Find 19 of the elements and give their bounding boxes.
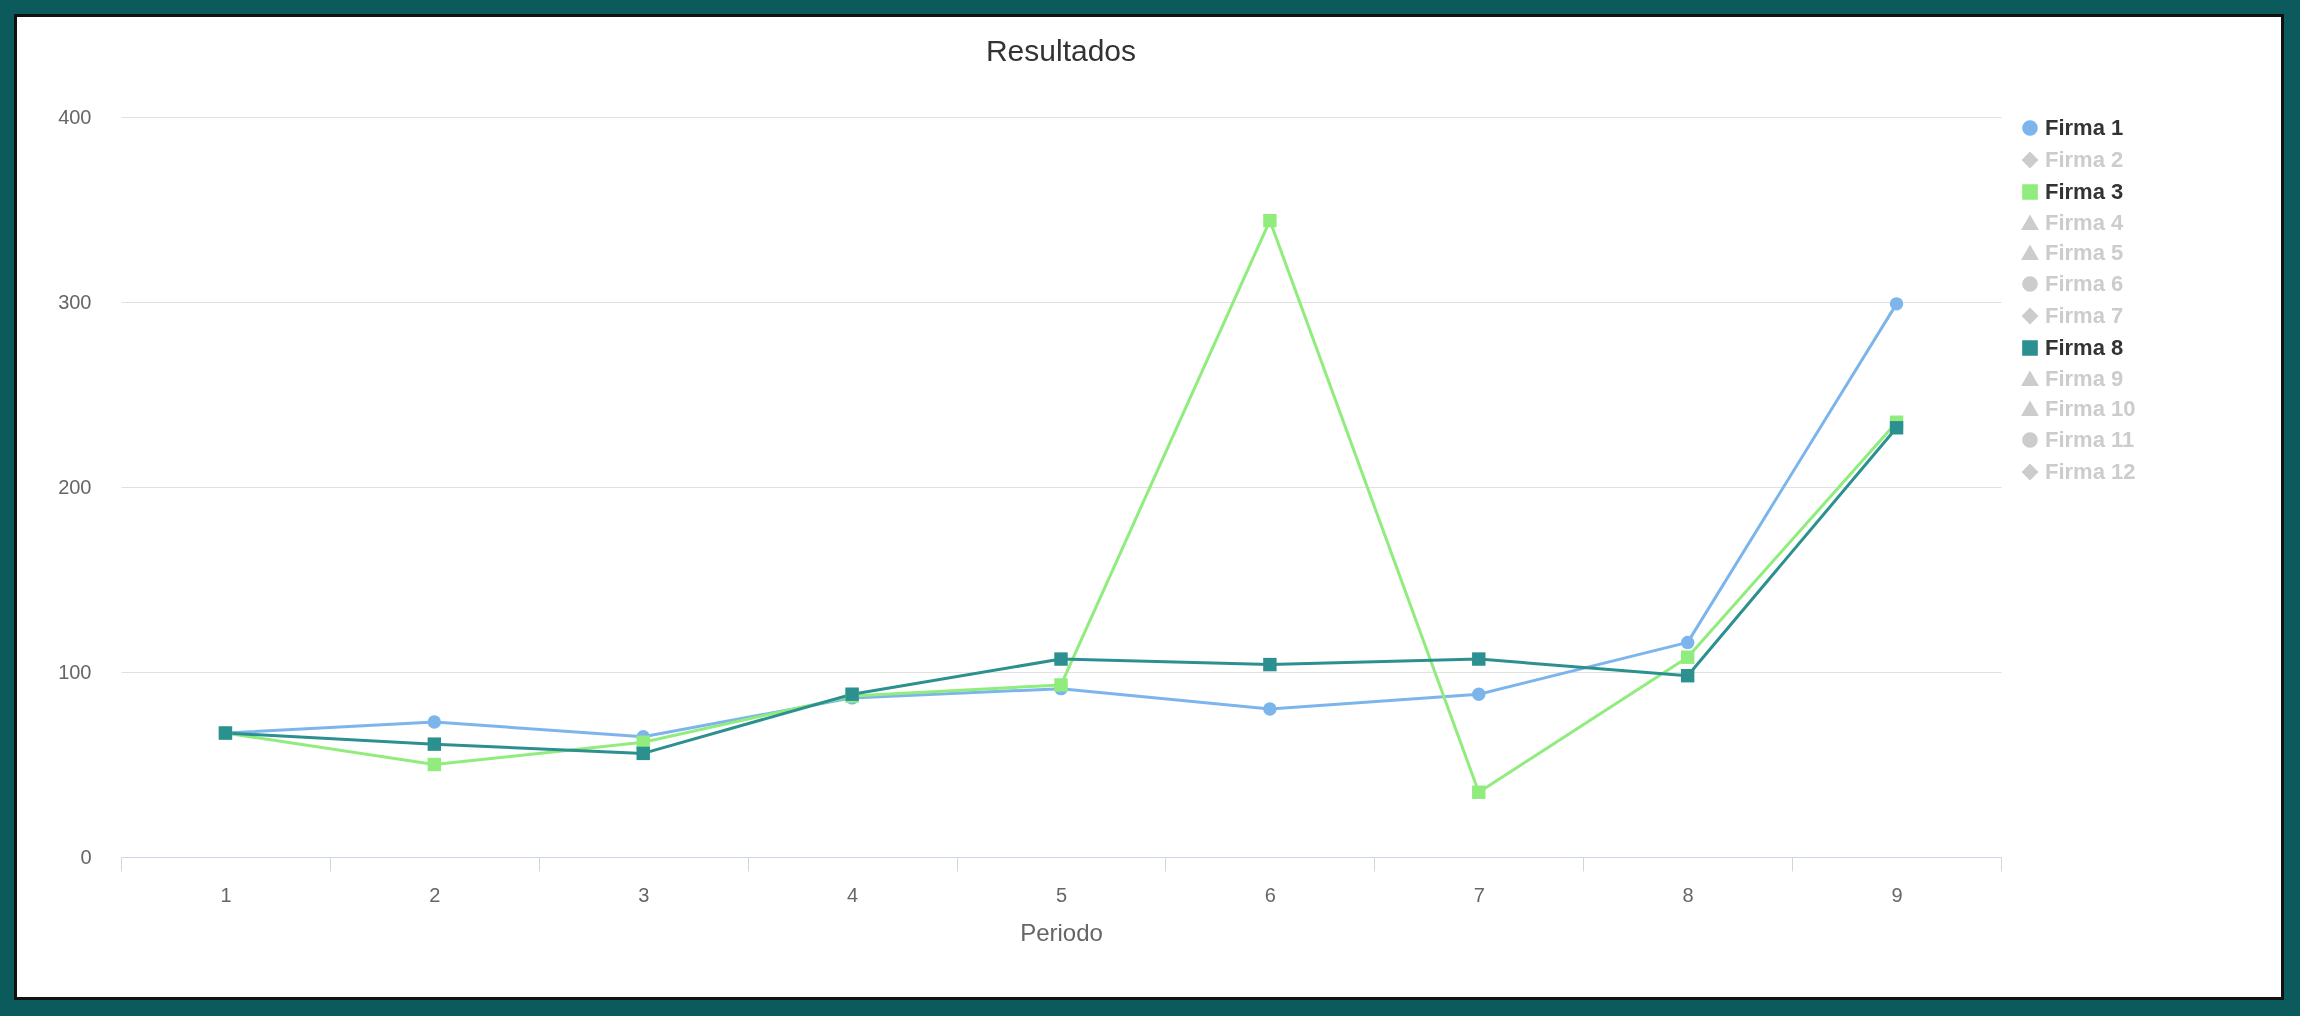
x-tick-label: 3: [638, 883, 650, 906]
y-tick-label: 300: [58, 290, 92, 313]
x-tick-label: 8: [1682, 883, 1694, 906]
legend-label: Firma 3: [2045, 179, 2124, 204]
x-tick-label: 5: [1055, 883, 1068, 906]
y-tick-label: 400: [58, 105, 92, 128]
x-tick-label: 1: [220, 883, 232, 906]
legend-label: Firma 8: [2045, 335, 2124, 360]
y-tick-label: 200: [58, 475, 92, 498]
x-tick-label: 7: [1473, 883, 1485, 906]
y-tick-label: 100: [58, 660, 92, 683]
x-tick-label: 4: [847, 883, 859, 906]
chart-title: Resultados: [985, 34, 1137, 67]
x-axis-title: Periodo: [1020, 918, 1103, 946]
x-tick-label: 9: [1891, 883, 1903, 906]
x-tick-label: 2: [429, 883, 441, 906]
x-tick-label: 6: [1264, 883, 1276, 906]
y-tick-label: 0: [80, 845, 92, 868]
legend-label: Firma 1: [2045, 115, 2124, 140]
